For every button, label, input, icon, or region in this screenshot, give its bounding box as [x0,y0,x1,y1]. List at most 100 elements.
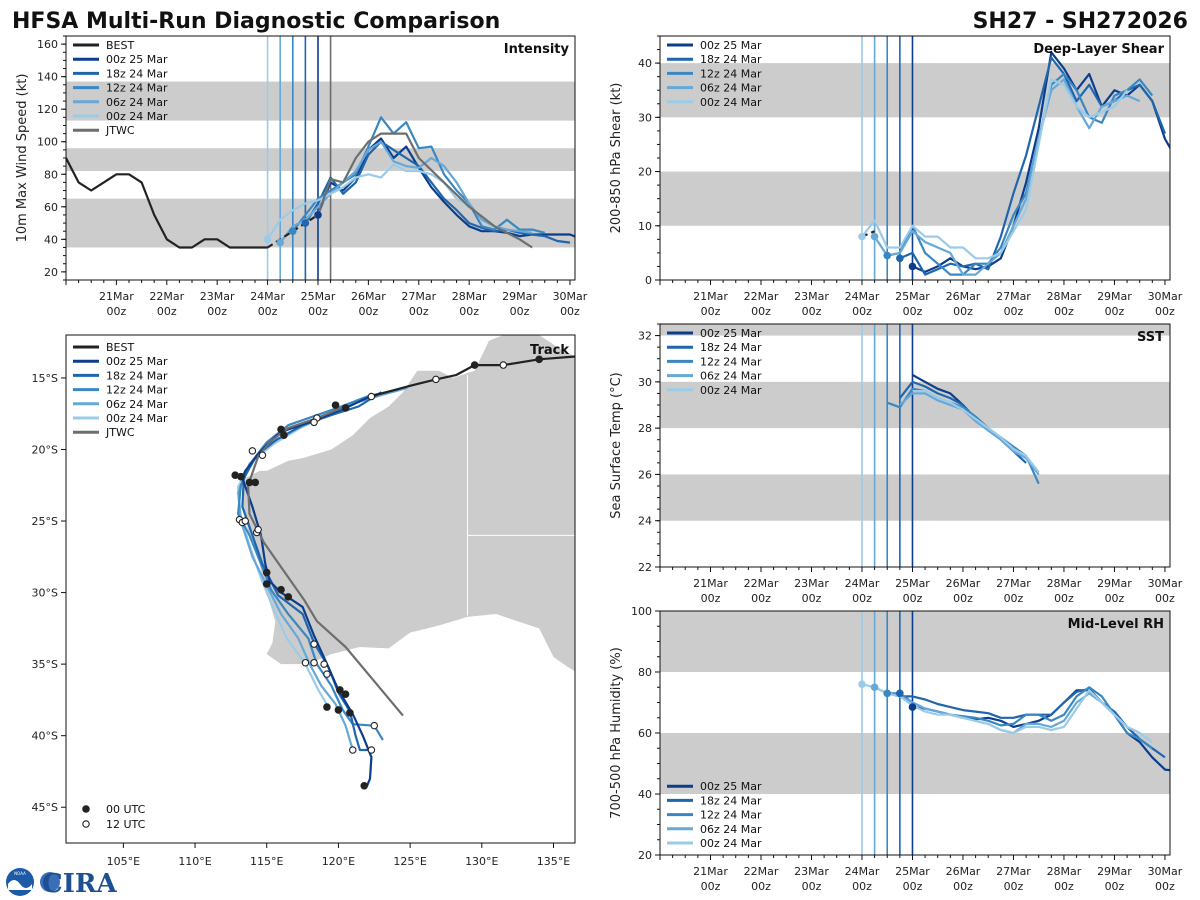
x-tick-label-hour: 00z [802,305,822,318]
init-marker-18z-24-mar [301,219,310,227]
marker-legend-label: 00 UTC [106,803,146,816]
track-point-12utc [310,640,318,648]
y-tick-label: 80 [638,666,652,679]
y-tick-label: 60 [638,727,652,740]
x-tick-label-hour: 00z [802,880,822,893]
x-tick-label-date: 30Mar [553,290,588,303]
track-map-panel: 105°E 110°E 115°E 120°E 125°E 130°E 135°E 15°S 2… [32,334,576,868]
x-tick-label-date: 26Mar [946,290,981,303]
track-point-00utc [262,568,271,577]
land-australia [242,335,575,672]
y-tick-label: 140 [37,71,58,84]
y-tick-label: 28 [638,422,652,435]
x-tick-label-date: 24Mar [845,290,880,303]
legend-label-06z-24-mar: 06z 24 Mar [700,82,762,95]
threshold-band [660,611,1170,672]
track-point-12utc [349,746,357,754]
x-tick-label-date: 23Mar [794,290,829,303]
x-tick-label-date: 25Mar [301,290,336,303]
x-tick-label-date: 22Mar [744,865,779,878]
x-tick-label-hour: 00z [510,305,530,318]
x-tick-label-date: 27Mar [401,290,436,303]
init-marker-18z-24-mar [896,689,904,698]
x-tick-label-date: 29Mar [502,290,537,303]
init-marker-00z-25-mar [314,211,322,219]
legend-label-00z-25-mar: 00z 25 Mar [106,355,168,368]
lat-tick-label: 20°S [32,443,58,456]
lat-tick-label: 35°S [32,658,58,671]
panel-title: Deep-Layer Shear [1033,42,1164,57]
intensity-panel: 20 40 60 80 100 120 140 160 10m Max Wind Speed (… [15,35,588,318]
y-tick-label: 24 [638,515,652,528]
y-tick-label: 26 [638,468,652,481]
x-tick-label-hour: 00z [852,305,872,318]
track-point-12utc [499,361,508,369]
x-tick-label-date: 24Mar [845,865,880,878]
y-tick-label: 60 [44,201,58,214]
x-tick-label-hour: 00z [903,880,923,893]
series-group [858,51,1170,276]
panel-title: Intensity [504,42,570,57]
legend-label-18z-24-mar: 18z 24 Mar [700,794,762,807]
lon-tick-label: 115°E [250,855,283,868]
track-point-12utc [432,375,440,384]
legend-label-12z-24-mar: 12z 24 Mar [700,809,762,822]
series-line-12z-24-mar [291,116,546,234]
y-tick-label: 32 [638,330,652,343]
track-point-12utc [248,447,257,455]
init-marker-00z-24-mar [858,680,866,688]
x-tick-label-hour: 00z [751,592,771,605]
panel-title: Mid-Level RH [1068,617,1164,632]
track-point-12utc [258,451,267,459]
x-tick-label-hour: 00z [107,305,127,318]
x-tick-label-hour: 00z [953,305,973,318]
track-point-12utc [367,746,376,754]
init-marker-00z-25-mar [908,262,917,271]
track-best [369,355,575,398]
track-point-12utc [301,658,310,667]
y-tick-label: 100 [631,605,652,618]
init-marker-06z-24-mar [870,683,879,692]
legend-label-00z-25-mar: 00z 25 Mar [700,327,762,340]
x-tick-label-hour: 00z [751,880,771,893]
threshold-band [660,474,1170,521]
x-tick-label-hour: 00z [701,592,721,605]
legend-label-best: BEST [106,39,134,52]
series-line-18z-24-mar [899,56,1167,276]
lat-tick-label: 25°S [32,515,58,528]
x-tick-label-hour: 00z [207,305,227,318]
track-point-00utc [277,585,285,594]
noaa-wave-icon [8,880,32,890]
series-line-jtwc [316,132,533,249]
x-tick-label-hour: 00z [1054,592,1074,605]
y-axis-label: 200-850 hPa Shear (kt) [609,83,624,234]
legend-label-00z-24-mar: 00z 24 Mar [106,110,168,123]
legend-label-18z-24-mar: 18z 24 Mar [106,369,168,382]
lat-tick-label: 45°S [32,801,58,814]
x-tick-label-date: 25Mar [895,865,930,878]
storm-id: SH27 - SH272026 [973,9,1188,34]
x-tick-label-date: 24Mar [845,577,880,590]
legend-label-06z-24-mar: 06z 24 Mar [700,823,762,836]
y-axis-label: 10m Max Wind Speed (kt) [15,74,30,243]
x-tick-label-date: 22Mar [744,290,779,303]
series-line-12z-24-mar [886,387,1040,485]
lat-tick-label: 15°S [32,372,58,385]
map-content [231,335,575,790]
x-tick-label-hour: 00z [852,592,872,605]
x-tick-label-hour: 00z [1105,880,1125,893]
rh-panel: 20 40 60 80 100 700-500 hPa Humidity (%) 21Mar… [609,605,1183,893]
shear-panel: 0 10 20 30 40 200-850 hPa Shear (kt) 21Mar 00z 2… [609,35,1183,318]
legend-label-06z-24-mar: 06z 24 Mar [106,96,168,109]
y-tick-label: 20 [44,266,58,279]
x-tick-label-hour: 00z [1054,880,1074,893]
x-tick-label-hour: 00z [953,592,973,605]
x-tick-label-hour: 00z [1155,880,1175,893]
x-tick-label-date: 30Mar [1148,290,1183,303]
x-tick-label-date: 28Mar [452,290,487,303]
x-tick-label-hour: 00z [852,880,872,893]
legend-label-06z-24-mar: 06z 24 Mar [106,398,168,411]
lon-tick-label: 125°E [393,855,426,868]
noaa-logo-text: NOAA [14,871,26,876]
